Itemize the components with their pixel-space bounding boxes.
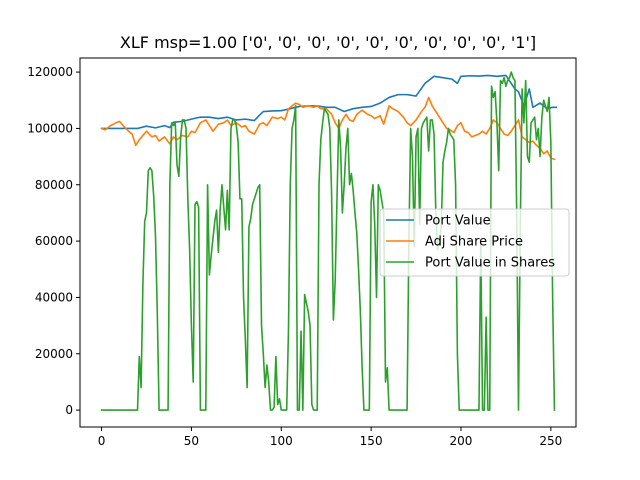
y-tick-label: 40000 <box>35 290 73 304</box>
x-tick-label: 250 <box>539 434 562 448</box>
legend-box <box>379 208 570 277</box>
x-tick-label: 150 <box>360 434 383 448</box>
x-tick-label: 0 <box>98 434 106 448</box>
legend: Port Value Adj Share Price Port Value in S… <box>379 208 570 277</box>
x-tick-label: 100 <box>270 434 293 448</box>
y-tick-label: 120000 <box>27 65 73 79</box>
chart-title: XLF msp=1.00 ['0', '0', '0', '0', '0', '… <box>120 33 536 52</box>
x-tick-label: 200 <box>450 434 473 448</box>
legend-label: Port Value in Shares <box>425 256 555 271</box>
y-tick-label: 60000 <box>35 234 73 248</box>
series-layer <box>100 71 558 411</box>
y-tick-label: 20000 <box>35 347 73 361</box>
series-line-1 <box>100 74 558 130</box>
y-tick-label: 80000 <box>35 178 73 192</box>
y-tick-label: 0 <box>65 403 73 417</box>
y-tick-label: 100000 <box>27 121 73 135</box>
plot-frame <box>79 57 577 428</box>
legend-label: Port Value <box>425 214 491 229</box>
series-line-2 <box>100 96 556 161</box>
legend-label: Adj Share Price <box>425 235 523 250</box>
series-line-3 <box>100 71 556 411</box>
x-axis: 0 50 100 150 200 250 <box>98 427 562 448</box>
y-axis: 0 20000 40000 60000 80000 100000 120000 <box>27 65 80 417</box>
x-tick-label: 50 <box>184 434 199 448</box>
